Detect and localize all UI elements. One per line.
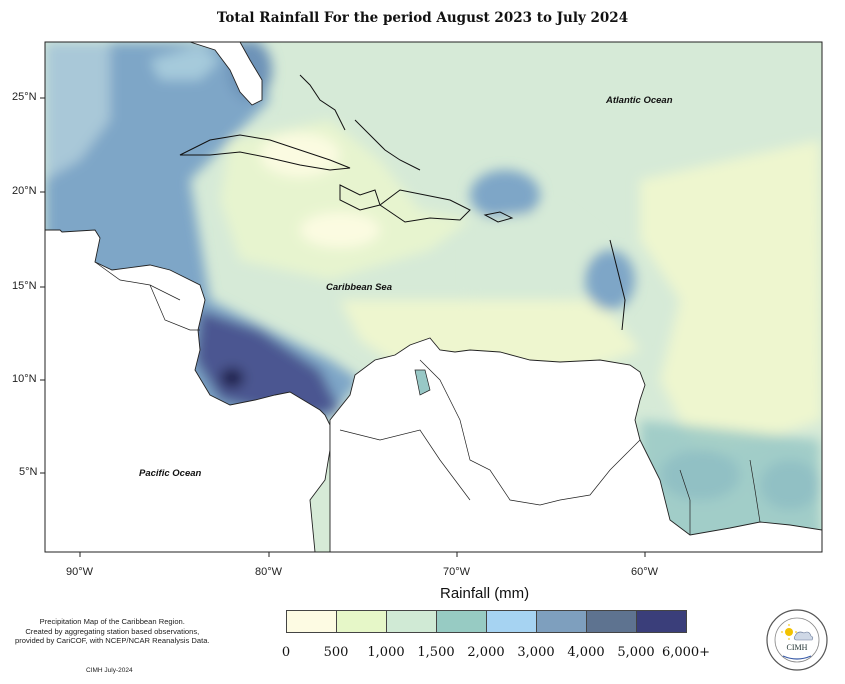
lon-label-60w: 60°W [631, 566, 659, 578]
legend-swatch [637, 611, 686, 632]
legend-swatch [537, 611, 587, 632]
lat-label-25n: 25°N [12, 91, 37, 103]
legend-tick-label: 3,000 [517, 645, 555, 660]
legend-swatch [437, 611, 487, 632]
lon-label-70w: 70°W [443, 566, 471, 578]
legend-tick-label: 1,500 [417, 645, 455, 660]
legend-swatch [587, 611, 637, 632]
legend-swatch [287, 611, 337, 632]
cimh-logo: CIMH [766, 609, 828, 671]
caribbean-sea-label: Caribbean Sea [326, 282, 392, 293]
lon-label-80w: 80°W [255, 566, 283, 578]
credit-line: provided by CariCOF, with NCEP/NCAR Rean… [15, 636, 210, 646]
legend-tick-label: 500 [323, 645, 349, 660]
legend-title: Rainfall (mm) [440, 585, 530, 602]
legend-tick-label: 0 [281, 645, 291, 660]
legend-tick-label: 5,000 [617, 645, 655, 660]
legend-tick-label: 1,000 [367, 645, 405, 660]
lat-label-5n: 5°N [19, 466, 38, 478]
legend-tick-label: 2,000 [467, 645, 505, 660]
credit-date: CIMH July-2024 [86, 667, 133, 674]
credit-text: Precipitation Map of the Caribbean Regio… [15, 617, 210, 646]
legend-tick-label: 6,000+ [661, 645, 711, 660]
lat-label-15n: 15°N [12, 280, 37, 292]
legend-tick-label: 4,000 [567, 645, 605, 660]
map-frame [44, 41, 823, 553]
pacific-ocean-label: Pacific Ocean [139, 468, 202, 479]
map-title: Total Rainfall For the period August 202… [216, 10, 629, 26]
legend-swatch [387, 611, 437, 632]
lat-label-20n: 20°N [12, 185, 37, 197]
legend-swatch [487, 611, 537, 632]
credit-line: Precipitation Map of the Caribbean Regio… [39, 617, 185, 626]
logo-text: CIMH [787, 643, 808, 652]
credit-line: Created by aggregating station based obs… [25, 626, 200, 636]
legend-swatch [337, 611, 387, 632]
atlantic-ocean-label: Atlantic Ocean [605, 95, 673, 106]
rainfall-legend [286, 610, 687, 633]
lat-label-10n: 10°N [12, 373, 37, 385]
lon-label-90w: 90°W [66, 566, 94, 578]
